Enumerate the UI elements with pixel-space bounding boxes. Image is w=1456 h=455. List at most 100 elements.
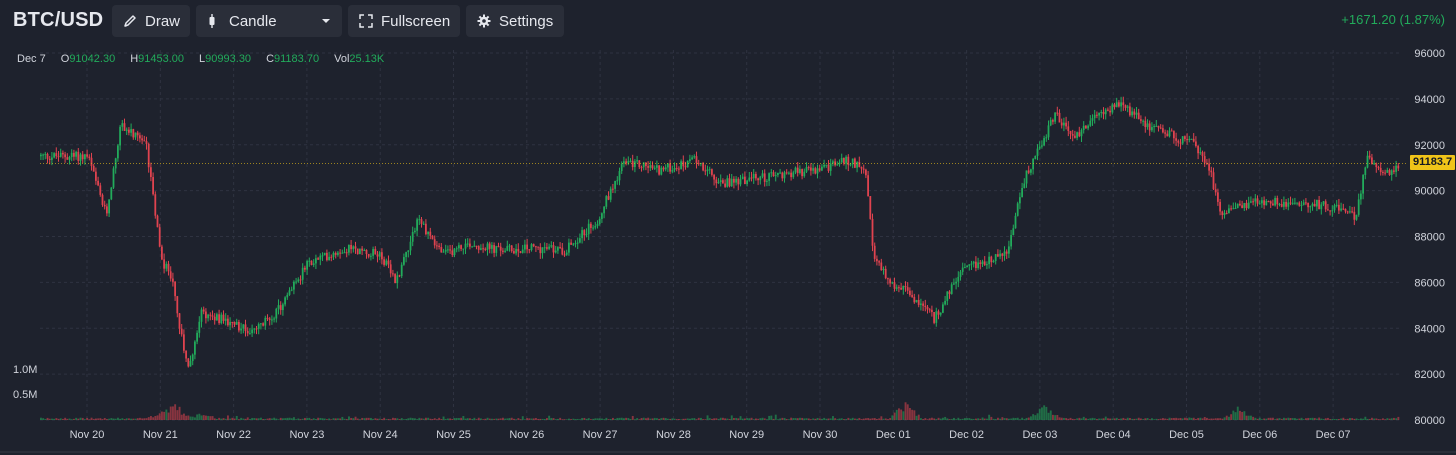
volume-bar bbox=[521, 416, 524, 420]
volume-bar bbox=[172, 406, 174, 420]
candle-body bbox=[73, 152, 75, 157]
volume-bar bbox=[812, 418, 815, 420]
candle-body bbox=[1043, 138, 1045, 146]
chart-type-dropdown[interactable]: Candle bbox=[196, 5, 342, 37]
candle-body bbox=[1335, 204, 1338, 206]
volume-bar bbox=[460, 417, 463, 420]
price-axis[interactable]: 96000 94000 92000 90000 88000 86000 84000 82000… bbox=[1414, 48, 1445, 427]
candle-body bbox=[185, 350, 187, 359]
volume-bar bbox=[926, 419, 929, 420]
volume-bar bbox=[147, 417, 150, 420]
volume-bar bbox=[1219, 418, 1222, 420]
candle-body bbox=[403, 257, 405, 265]
candle-body bbox=[169, 271, 172, 279]
volume-bar bbox=[506, 418, 509, 420]
volume-bar bbox=[572, 418, 575, 420]
volume-bar bbox=[682, 418, 685, 420]
time-axis[interactable]: Nov 20 Nov 21 Nov 22 Nov 23 Nov 24 Nov 25 Nov … bbox=[70, 429, 1351, 441]
volume-bar bbox=[290, 418, 293, 420]
candle-body bbox=[519, 251, 522, 253]
candle-body bbox=[816, 168, 819, 174]
fullscreen-button[interactable]: Fullscreen bbox=[348, 5, 460, 37]
candle-body bbox=[352, 246, 355, 250]
candle-body bbox=[418, 219, 421, 221]
candle-body bbox=[205, 311, 207, 319]
candle-body bbox=[1309, 206, 1312, 208]
candle-body bbox=[981, 261, 984, 264]
volume-bar bbox=[293, 417, 295, 420]
pen-icon bbox=[123, 14, 137, 28]
volume-bar bbox=[603, 419, 606, 420]
price-tick-label: 82000 bbox=[1414, 369, 1445, 381]
volume-bar bbox=[563, 419, 566, 420]
candle-body bbox=[550, 245, 553, 247]
volume-bar bbox=[557, 418, 559, 420]
volume-bar bbox=[62, 418, 64, 420]
draw-button[interactable]: Draw bbox=[112, 5, 190, 37]
candle-body bbox=[464, 243, 467, 249]
candle-body bbox=[284, 297, 286, 305]
volume-bar bbox=[1184, 417, 1186, 420]
candle-body bbox=[174, 281, 176, 297]
candle-body bbox=[240, 328, 242, 331]
candle-body bbox=[262, 323, 264, 326]
candle-body bbox=[1236, 203, 1239, 208]
candle-body bbox=[849, 164, 852, 166]
candle-body bbox=[649, 165, 652, 168]
volume-bar bbox=[616, 417, 619, 420]
volume-bar bbox=[1122, 417, 1125, 420]
volume-bar bbox=[275, 418, 278, 420]
volume-bar bbox=[198, 413, 201, 420]
volume-bar bbox=[781, 417, 784, 420]
candle-body bbox=[1126, 106, 1129, 108]
volume-bar bbox=[664, 418, 667, 420]
volume-bar bbox=[649, 418, 652, 420]
candle-body bbox=[266, 317, 269, 319]
candle-body bbox=[737, 178, 740, 185]
candle-body bbox=[1080, 130, 1083, 137]
volume-bar bbox=[1069, 417, 1072, 420]
symbol-title[interactable]: BTC/USD bbox=[13, 9, 104, 31]
candle-body bbox=[543, 247, 546, 249]
volume-bar bbox=[427, 417, 430, 420]
volume-bar bbox=[444, 418, 447, 420]
candle-body bbox=[161, 246, 163, 260]
candle-body bbox=[994, 254, 997, 261]
volume-bar bbox=[1302, 419, 1305, 420]
candle-body bbox=[1104, 109, 1107, 115]
volume-bar bbox=[935, 419, 938, 420]
time-tick-label: Nov 25 bbox=[436, 429, 471, 441]
candle-body bbox=[473, 245, 476, 247]
volume-bar bbox=[328, 418, 331, 420]
volume-bar bbox=[719, 417, 722, 420]
volume-bar bbox=[807, 418, 810, 420]
candle-body bbox=[711, 169, 713, 175]
volume-bar bbox=[1335, 419, 1338, 420]
candle-body bbox=[167, 263, 170, 272]
candle-body bbox=[1349, 211, 1351, 213]
candle-icon bbox=[207, 13, 217, 29]
candle-body bbox=[948, 291, 951, 294]
candle-body bbox=[455, 248, 458, 250]
volume-bar bbox=[431, 418, 434, 420]
candle-body bbox=[975, 261, 977, 269]
volume-bar bbox=[180, 414, 183, 420]
volume-bar bbox=[530, 418, 533, 420]
volume-bar bbox=[774, 414, 777, 420]
volume-bar bbox=[904, 402, 907, 420]
volume-bar bbox=[821, 418, 823, 420]
candle-body bbox=[1217, 192, 1219, 202]
volume-bar bbox=[992, 418, 995, 420]
candle-body bbox=[1168, 130, 1171, 137]
candle-body bbox=[293, 281, 295, 290]
volume-bar bbox=[48, 418, 51, 420]
volume-bar bbox=[1294, 418, 1296, 420]
settings-button[interactable]: Settings bbox=[466, 5, 564, 37]
candle-body bbox=[598, 218, 601, 225]
volume-bar bbox=[673, 418, 676, 420]
candle-body bbox=[620, 163, 623, 172]
candle-body bbox=[477, 246, 480, 250]
candle-body bbox=[1225, 213, 1228, 215]
candle-body bbox=[730, 178, 733, 187]
